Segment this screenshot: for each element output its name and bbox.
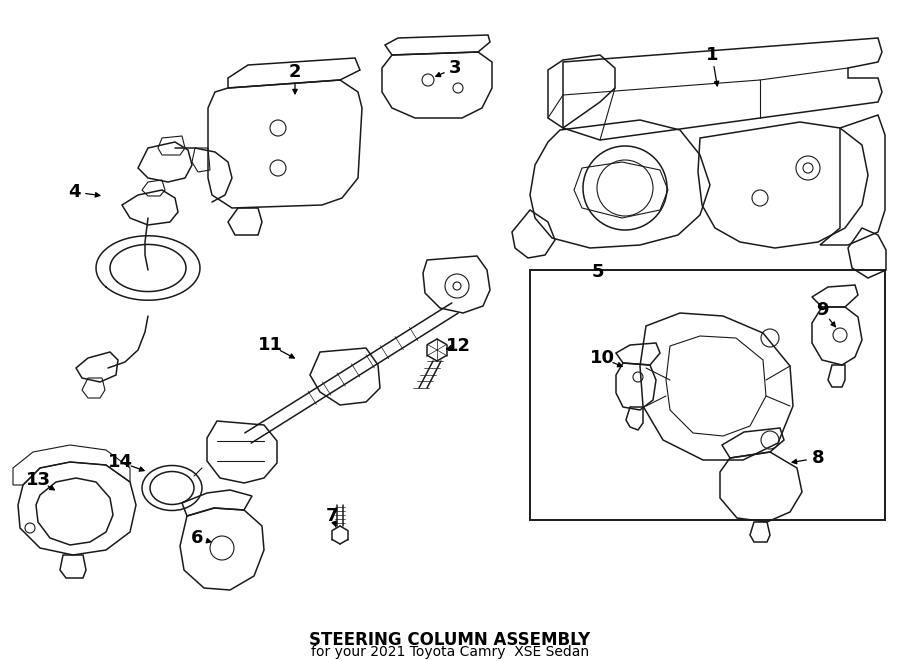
Text: 11: 11: [257, 336, 283, 354]
Text: 4: 4: [68, 183, 80, 201]
Text: for your 2021 Toyota Camry  XSE Sedan: for your 2021 Toyota Camry XSE Sedan: [310, 645, 590, 659]
Text: 12: 12: [446, 337, 471, 355]
Text: 14: 14: [107, 453, 132, 471]
Text: 7: 7: [326, 507, 338, 525]
Bar: [530, 270, 885, 520]
Text: 8: 8: [812, 449, 824, 467]
Text: 10: 10: [590, 349, 615, 367]
Text: STEERING COLUMN ASSEMBLY: STEERING COLUMN ASSEMBLY: [310, 631, 590, 649]
Text: 9: 9: [815, 301, 828, 319]
Text: 13: 13: [25, 471, 50, 489]
Text: 6: 6: [191, 529, 203, 547]
Text: 1: 1: [706, 46, 718, 64]
Text: 3: 3: [449, 59, 461, 77]
Text: 2: 2: [289, 63, 302, 81]
Text: 5: 5: [592, 263, 604, 281]
